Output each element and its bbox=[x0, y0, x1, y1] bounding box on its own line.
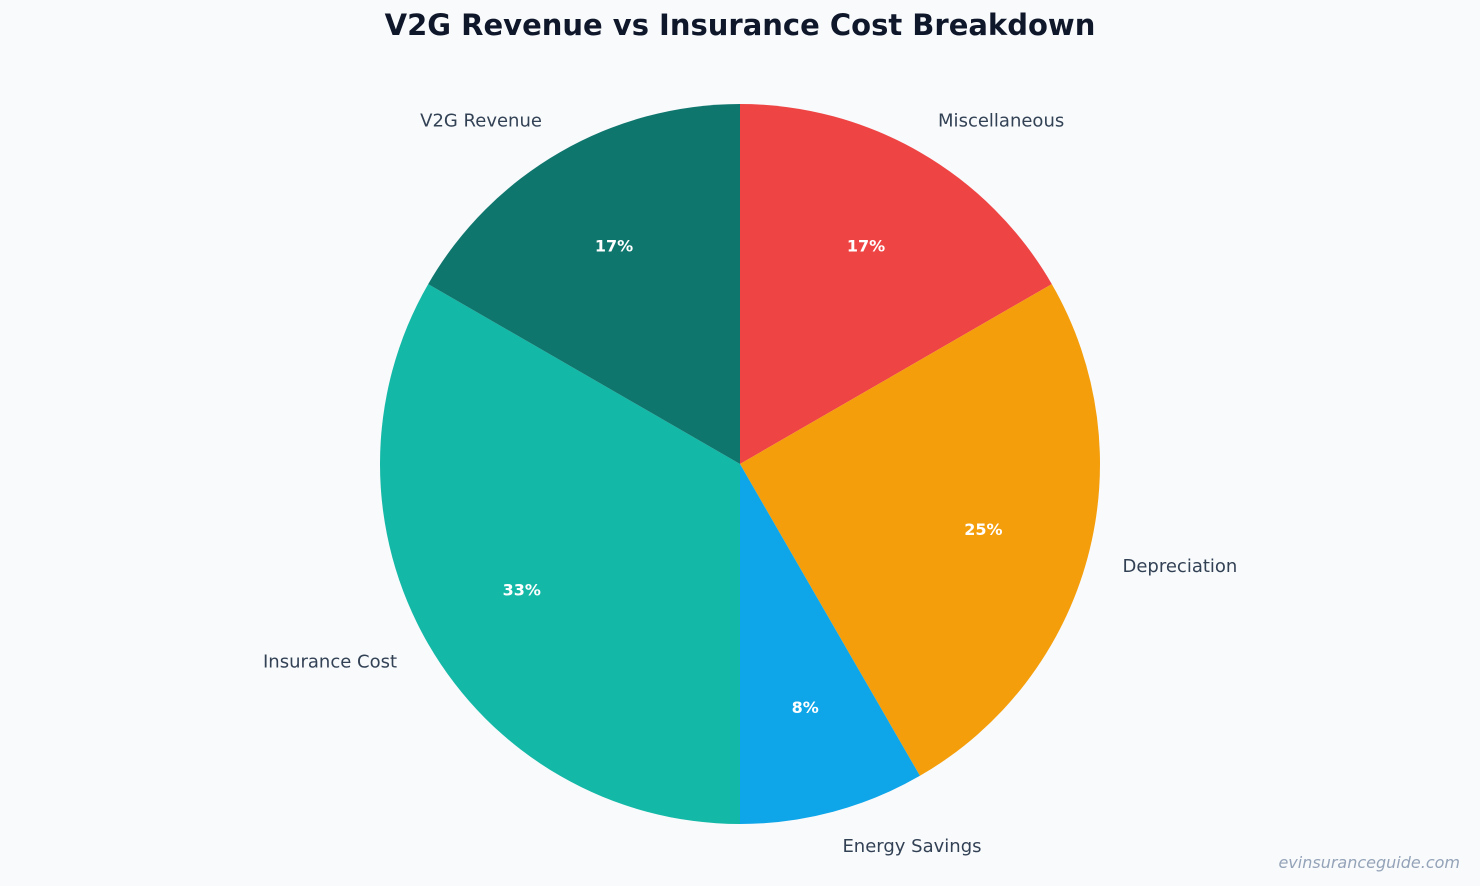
slice-label-miscellaneous: Miscellaneous bbox=[938, 111, 1064, 132]
pie-slice-energy-savings bbox=[740, 464, 920, 824]
percent-label-miscellaneous: 17% bbox=[847, 236, 885, 255]
pie-slice-miscellaneous bbox=[740, 104, 1052, 464]
slice-label-insurance-cost: Insurance Cost bbox=[263, 652, 397, 673]
percent-labels-group: 17% 25% 8% 33% 17% bbox=[503, 236, 1003, 717]
slices-group bbox=[379, 104, 1100, 824]
slice-label-v2g-revenue: V2G Revenue bbox=[420, 111, 542, 132]
pie-slice-v2g-revenue bbox=[428, 104, 740, 464]
pie-slice-depreciation bbox=[740, 284, 1100, 776]
pie-slice-insurance-cost bbox=[379, 284, 740, 824]
slice-label-energy-savings: Energy Savings bbox=[842, 836, 981, 857]
percent-label-v2g-revenue: 17% bbox=[595, 236, 633, 255]
slice-labels-group: Miscellaneous Depreciation Energy Savings I… bbox=[263, 111, 1237, 857]
percent-label-insurance-cost: 33% bbox=[503, 581, 541, 600]
percent-label-depreciation: 25% bbox=[964, 520, 1002, 539]
chart-title: V2G Revenue vs Insurance Cost Breakdown bbox=[384, 8, 1096, 42]
percent-label-energy-savings: 8% bbox=[792, 698, 819, 717]
watermark: evinsuranceguide.com bbox=[1278, 853, 1460, 872]
slice-label-depreciation: Depreciation bbox=[1122, 556, 1237, 577]
